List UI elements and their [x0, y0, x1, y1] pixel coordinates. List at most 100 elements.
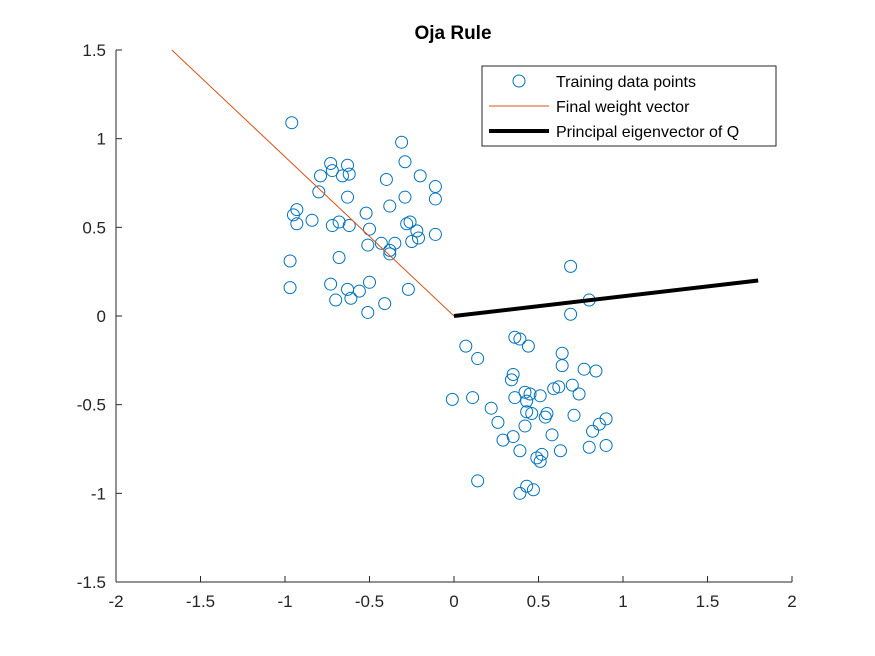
data-point — [564, 307, 578, 321]
data-point — [513, 444, 527, 458]
data-point — [552, 380, 566, 394]
legend-label: Final weight vector — [556, 99, 690, 116]
data-point — [428, 192, 442, 206]
data-point — [592, 417, 606, 431]
data-point — [341, 190, 355, 204]
data-point — [582, 440, 596, 454]
data-point — [521, 339, 535, 353]
data-point — [388, 236, 402, 250]
data-point — [533, 454, 547, 468]
data-point — [378, 297, 392, 311]
y-tick-label: -1 — [91, 484, 106, 503]
data-point — [344, 291, 358, 305]
data-point — [555, 359, 569, 373]
x-tick-label: 1 — [618, 592, 627, 611]
y-tick-label: 0 — [97, 307, 106, 326]
data-point — [324, 277, 338, 291]
y-tick-label: 1.5 — [82, 41, 106, 60]
data-point — [313, 169, 327, 183]
data-point — [305, 213, 319, 227]
data-point — [459, 339, 473, 353]
legend-marker-scatter — [512, 74, 526, 88]
data-point — [471, 352, 485, 366]
x-tick-label: -0.5 — [355, 592, 384, 611]
data-point — [412, 231, 426, 245]
data-point — [547, 382, 561, 396]
x-tick-label: -1 — [277, 592, 292, 611]
data-point — [342, 219, 356, 233]
data-point — [471, 474, 485, 488]
data-point — [518, 419, 532, 433]
data-point — [513, 332, 527, 346]
data-point — [508, 391, 522, 405]
data-point — [526, 483, 540, 497]
data-point — [325, 164, 339, 178]
data-point — [589, 364, 603, 378]
data-point — [283, 281, 297, 295]
scatter-series — [283, 116, 613, 500]
data-point — [506, 430, 520, 444]
final-weight-vector-line — [171, 49, 455, 317]
data-point — [599, 438, 613, 452]
data-point — [445, 392, 459, 406]
x-tick-label: 1.5 — [696, 592, 720, 611]
data-point — [285, 116, 299, 130]
data-point — [525, 407, 539, 421]
data-point — [410, 224, 424, 238]
data-point — [496, 433, 510, 447]
data-point — [599, 412, 613, 426]
data-point — [577, 362, 591, 376]
x-tick-label: -2 — [108, 592, 123, 611]
data-point — [383, 199, 397, 213]
data-point — [586, 424, 600, 438]
data-point — [466, 391, 480, 405]
principal-eigenvector-line — [453, 278, 759, 318]
legend: Training data points Final weight vector P… — [481, 65, 777, 147]
data-point — [400, 217, 414, 231]
data-point — [352, 284, 366, 298]
data-point — [363, 222, 376, 236]
data-point — [428, 180, 442, 194]
data-point — [484, 401, 498, 415]
data-point — [405, 235, 419, 249]
data-point — [523, 387, 537, 401]
data-point — [341, 158, 355, 172]
data-point — [567, 408, 581, 422]
data-point — [324, 156, 338, 170]
data-point — [398, 155, 412, 169]
axes: -2 -1.5 -1 -0.5 0 0.5 1 1.5 2-1.5-1-0.500.511.5 — [77, 41, 797, 611]
data-point — [379, 172, 393, 186]
data-point — [530, 451, 544, 465]
plot-area — [171, 49, 759, 500]
data-point — [553, 444, 567, 458]
data-point — [403, 215, 417, 229]
data-point — [398, 190, 412, 204]
data-point — [565, 378, 579, 392]
x-tick-label: 0 — [449, 592, 458, 611]
data-point — [555, 346, 569, 360]
y-tick-label: 1 — [97, 130, 106, 149]
x-tick-label: 0.5 — [527, 592, 551, 611]
data-point — [332, 250, 346, 264]
data-point — [363, 275, 376, 289]
data-point — [329, 293, 343, 307]
data-point — [504, 373, 518, 387]
data-point — [533, 389, 547, 403]
data-point — [401, 282, 415, 296]
data-point — [395, 135, 409, 149]
legend-label: Principal eigenvector of Q — [556, 124, 739, 141]
x-tick-label: -1.5 — [186, 592, 215, 611]
data-point — [286, 208, 300, 222]
y-tick-label: -0.5 — [77, 396, 106, 415]
data-point — [520, 405, 534, 419]
data-point — [335, 169, 349, 183]
data-point — [520, 479, 534, 493]
data-point — [342, 167, 356, 181]
data-point — [518, 385, 532, 399]
data-point — [520, 394, 534, 408]
data-point — [374, 236, 388, 250]
data-point — [361, 305, 375, 319]
data-point — [283, 254, 297, 268]
data-point — [564, 259, 578, 273]
y-tick-label: -1.5 — [77, 573, 106, 592]
